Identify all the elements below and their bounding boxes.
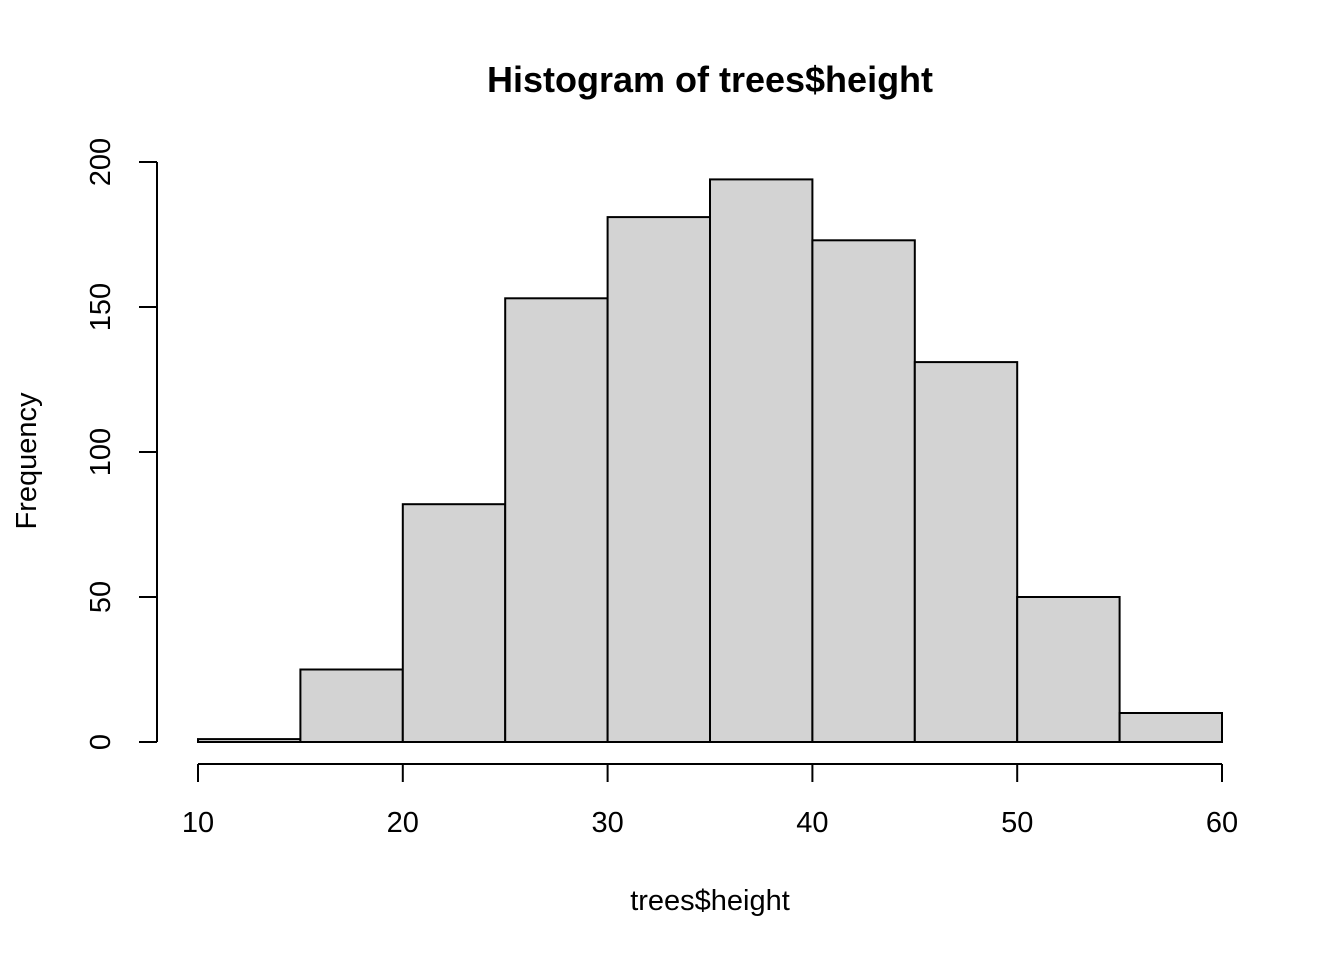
x-tick-label: 20	[387, 807, 419, 839]
chart-title: Histogram of trees$height	[487, 59, 933, 100]
x-tick-label: 10	[182, 807, 214, 839]
y-tick-label: 150	[85, 283, 117, 331]
histogram-bar	[1118, 712, 1223, 743]
histogram-bar	[1016, 596, 1121, 743]
x-axis: 10 20 30 40 50 60	[182, 763, 1238, 839]
y-tick-label: 200	[85, 138, 117, 186]
histogram-bar	[811, 239, 916, 744]
histogram-bar	[504, 297, 609, 743]
histogram-bar	[401, 503, 507, 744]
histogram-bar	[709, 178, 814, 743]
bars-group	[197, 178, 1223, 744]
x-axis-label: trees$height	[630, 885, 790, 917]
histogram-bar	[913, 361, 1019, 743]
x-tick-label: 50	[1001, 807, 1033, 839]
y-tick-label: 100	[85, 428, 117, 476]
x-tick-label: 40	[796, 807, 828, 839]
histogram-bar	[197, 738, 302, 743]
y-tick-label: 50	[85, 581, 117, 613]
y-axis: 0 50 100 150 200	[85, 138, 158, 750]
y-axis-label: Frequency	[11, 392, 43, 530]
histogram-bar	[299, 668, 404, 743]
x-tick-label: 60	[1206, 807, 1238, 839]
histogram-bar	[606, 216, 711, 744]
x-tick-label: 30	[591, 807, 623, 839]
y-tick-label: 0	[85, 734, 117, 750]
